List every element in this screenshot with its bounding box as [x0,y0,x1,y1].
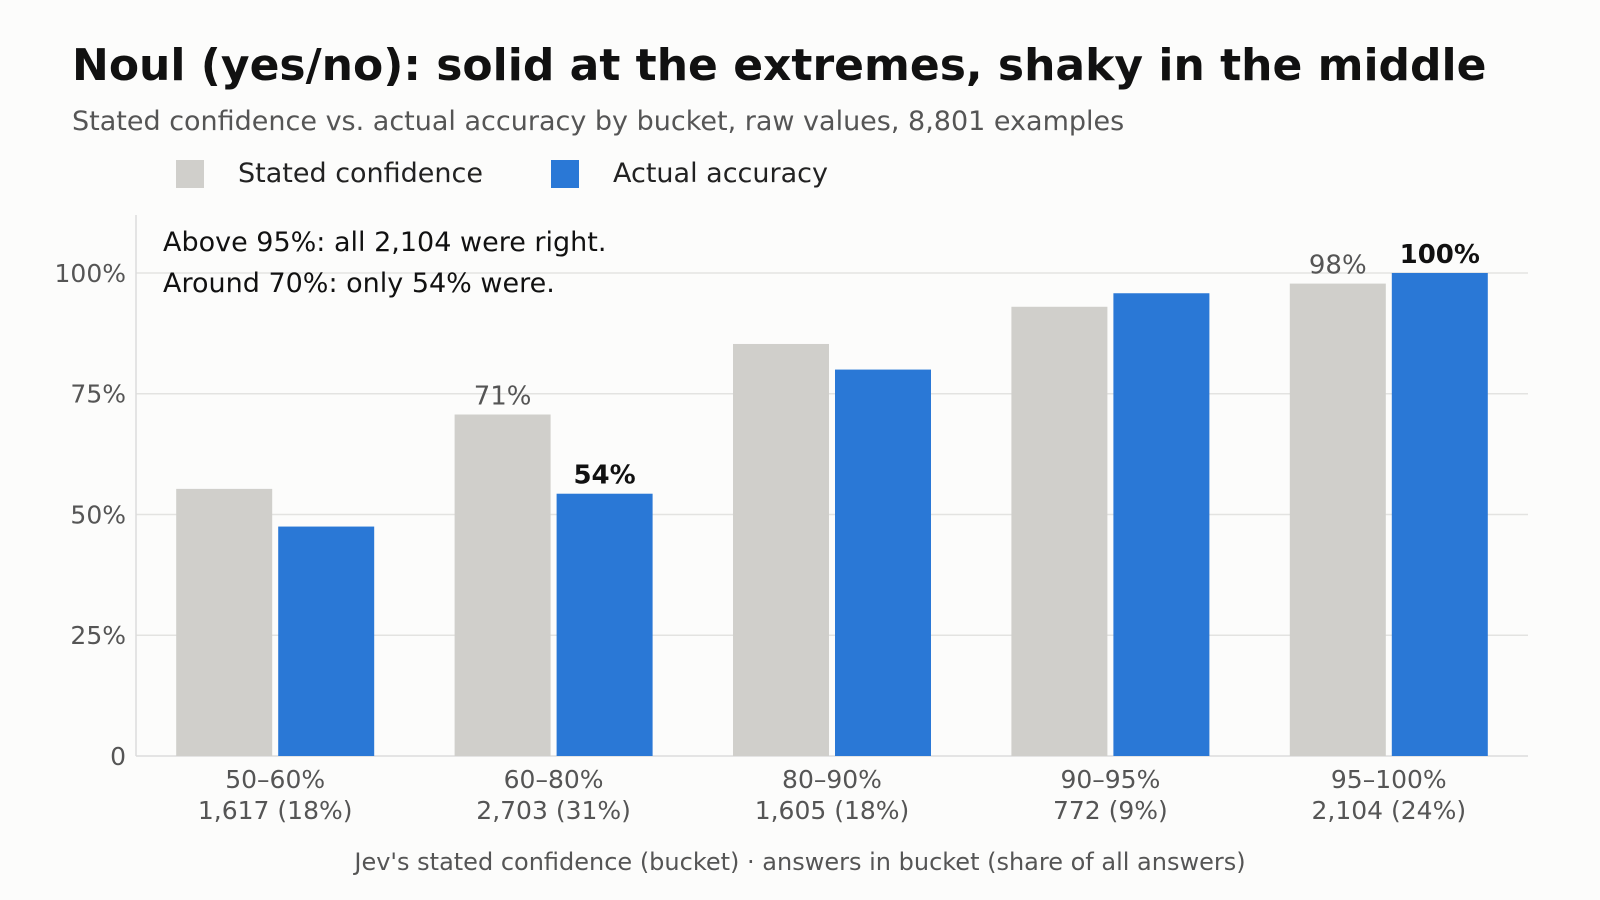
annotation-line-2: Around 70%: only 54% were. [163,268,555,299]
bar-actual [556,493,653,756]
x-tick-count-label: 2,703 (31%) [476,796,631,825]
y-tick-label: 100% [55,259,126,288]
x-tick-label: 90–95% [1060,765,1160,794]
data-label-actual: 100% [1400,240,1480,270]
bar-stated [1011,306,1108,756]
legend-label-stated: Stated confidence [238,158,483,189]
legend-item-actual: Actual accuracy [551,158,828,189]
x-tick-count-label: 772 (9%) [1053,796,1168,825]
chart-title: Noul (yes/no): solid at the extremes, sh… [72,40,1487,91]
x-tick-label: 95–100% [1331,765,1447,794]
y-tick-label: 25% [70,621,126,650]
bar-actual [1391,272,1488,756]
x-tick-count-label: 1,605 (18%) [755,796,910,825]
data-label-stated: 71% [474,381,532,411]
bar-stated [454,414,551,756]
bar-actual [1113,293,1210,756]
bar-stated [733,343,829,756]
legend: Stated confidence Actual accuracy [176,158,896,189]
legend-label-actual: Actual accuracy [613,158,828,189]
x-tick-label: 80–90% [782,765,882,794]
x-tick-label: 60–80% [504,765,604,794]
bar-stated [176,488,273,756]
legend-swatch-actual [551,159,579,188]
bar-stated [1289,283,1386,756]
bar-actual [278,526,375,756]
x-tick-count-label: 1,617 (18%) [198,796,353,825]
data-label-stated: 98% [1309,251,1367,281]
x-tick-label: 50–60% [225,765,325,794]
legend-item-stated: Stated confidence [176,158,483,189]
data-label-actual: 54% [573,461,635,491]
y-tick-label: 75% [70,380,126,409]
x-tick-count-label: 2,104 (24%) [1312,796,1467,825]
y-tick-label: 50% [70,500,126,529]
x-axis-label: Jev's stated confidence (bucket) · answe… [354,848,1246,876]
legend-swatch-stated [176,159,204,188]
y-tick-label: 0 [110,742,126,771]
chart-subtitle: Stated confidence vs. actual accuracy by… [72,106,1125,137]
bar-actual [835,369,931,756]
annotation-line-1: Above 95%: all 2,104 were right. [163,227,607,258]
